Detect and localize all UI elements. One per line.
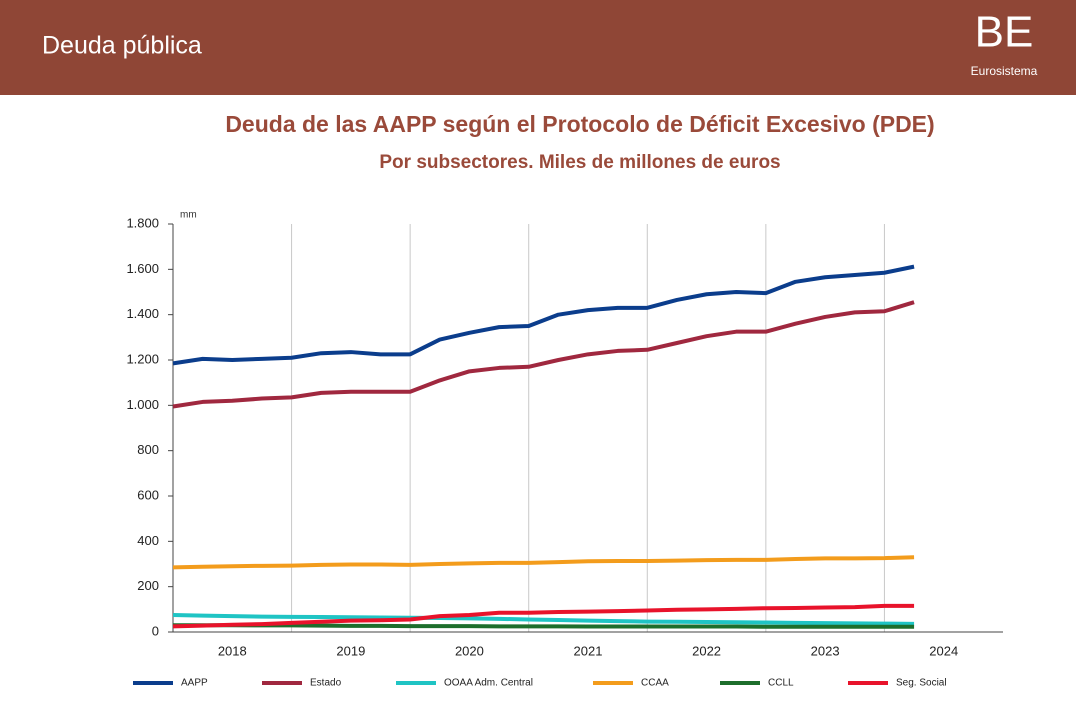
chart-title: Deuda de las AAPP según el Protocolo de … (225, 111, 934, 137)
legend-label: CCLL (768, 678, 794, 689)
y-tick-label: 1.800 (126, 215, 159, 230)
x-tick-label: 2020 (455, 643, 484, 658)
y-tick-label: 200 (137, 578, 159, 593)
x-tick-label: 2024 (929, 643, 958, 658)
x-tick-label: 2021 (574, 643, 603, 658)
y-tick-label: 1.200 (126, 351, 159, 366)
x-tick-label: 2022 (692, 643, 721, 658)
series-line (172, 300, 915, 409)
x-tick-label: 2019 (336, 643, 365, 658)
logo: BE (975, 8, 1034, 57)
legend-label: AAPP (181, 678, 208, 689)
legend-label: Seg. Social (896, 678, 947, 689)
legend-label: OOAA Adm. Central (444, 678, 533, 689)
y-tick-label: 1.000 (126, 397, 159, 412)
header-title: Deuda pública (42, 32, 202, 60)
x-tick-label: 2023 (811, 643, 840, 658)
y-tick-label: 800 (137, 442, 159, 457)
legend-label: Estado (310, 678, 342, 689)
legend-label: CCAA (641, 678, 669, 689)
logo-subtitle: Eurosistema (971, 64, 1038, 78)
series-line (172, 555, 915, 570)
y-unit: mm (180, 210, 197, 221)
y-tick-label: 1.600 (126, 261, 159, 276)
series-line (172, 264, 915, 366)
y-tick-label: 400 (137, 533, 159, 548)
header-bar (0, 0, 1076, 95)
y-tick-label: 0 (152, 623, 159, 638)
y-tick-label: 600 (137, 487, 159, 502)
chart-subtitle: Por subsectores. Miles de millones de eu… (379, 152, 780, 173)
y-tick-label: 1.400 (126, 306, 159, 321)
series-line (172, 603, 915, 629)
x-tick-label: 2018 (218, 643, 247, 658)
series-line (173, 623, 915, 629)
series-line (172, 613, 915, 626)
